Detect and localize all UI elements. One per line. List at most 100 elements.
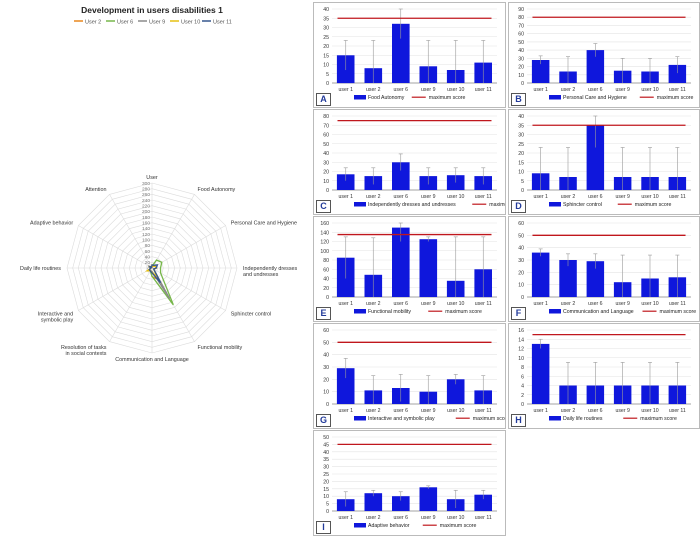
- radar-tick-label: 120: [142, 232, 150, 238]
- radar-legend-label: User 10: [181, 20, 200, 26]
- chart-panel-g: G 0 10 20 30 40 50 60 user 1 user 2 user 6 user 9 us…: [313, 323, 506, 429]
- panel-label-c: C: [316, 200, 331, 213]
- bar-x-tick-label: user 6: [588, 194, 603, 200]
- legend-swatch-bar: [354, 416, 366, 421]
- bar-y-tick-label: 60: [518, 32, 524, 38]
- bar-y-tick-label: 0: [521, 188, 524, 194]
- legend-swatch-bar: [549, 309, 561, 314]
- bar-x-tick-label: user 2: [366, 408, 381, 414]
- legend-label-max: maximum score: [473, 416, 505, 422]
- radar-category-label: Independently dresses and undresses: [243, 266, 298, 278]
- bar-chart-b: 0 10 20 30 40 50 60 70 80 90 user 1 user 2 user 6 use…: [518, 7, 693, 101]
- bar-y-tick-label: 10: [518, 283, 524, 289]
- bar-x-tick-label: user 11: [475, 194, 492, 200]
- bar-x-tick-label: user 9: [615, 301, 630, 307]
- bar-chart-c: 0 10 20 30 40 50 60 70 80 user 1 user 2 user 6 user …: [323, 114, 505, 208]
- bar-y-tick-label: 80: [518, 15, 524, 21]
- radar-spoke: [109, 194, 153, 269]
- legend-swatch-bar: [549, 95, 561, 100]
- bar-x-tick-label: user 1: [533, 301, 548, 307]
- bar-x-tick-label: user 9: [615, 408, 630, 414]
- bar-y-tick-label: 20: [323, 479, 329, 485]
- bar-y-tick-label: 40: [323, 151, 329, 157]
- bar-y-tick-label: 0: [326, 81, 329, 87]
- bar-x-tick-label: user 6: [394, 515, 409, 521]
- chart-panel-a: A 0 5 10 15 20 25 30 35 40 user 1 user 2 user 6 user …: [313, 2, 506, 108]
- bar-y-tick-label: 50: [323, 435, 329, 441]
- bar-y-tick-label: 45: [323, 442, 329, 448]
- bar-y-tick-label: 0: [326, 188, 329, 194]
- bar: [446, 379, 465, 404]
- bar: [586, 261, 605, 297]
- bar-y-tick-label: 10: [323, 179, 329, 185]
- bar-x-tick-label: user 6: [394, 194, 409, 200]
- chart-panel-c: C 0 10 20 30 40 50 60 70 80 user 1 user 2 user 6 user…: [313, 109, 506, 215]
- bar: [531, 343, 550, 404]
- bar-y-tick-label: 10: [518, 73, 524, 79]
- bar-chart-h: 0 2 4 6 8 10 12 14 16 user 1 user 2 user 6 user 9 use…: [518, 328, 691, 422]
- bar-y-tick-label: 10: [323, 63, 329, 69]
- bar: [474, 494, 492, 511]
- bar-x-tick-label: user 2: [366, 87, 381, 93]
- radar-tick-label: 60: [145, 249, 151, 255]
- legend-swatch-bar: [549, 202, 561, 207]
- bar: [392, 162, 410, 191]
- bar-y-tick-label: 10: [323, 494, 329, 500]
- legend-label-series: Interactive and symbolic play: [368, 416, 435, 422]
- bar-y-tick-label: 4: [521, 384, 524, 390]
- bar-chart-e: 0 20 40 60 80 100 120 140 160 user 1 user 2 user 6 u…: [320, 221, 497, 315]
- bar-x-tick-label: user 2: [561, 194, 576, 200]
- chart-panel-d: D 0 5 10 15 20 25 30 35 40 user 1 user 2 user 6 user …: [508, 109, 700, 215]
- legend-label-max: maximum score: [445, 309, 482, 315]
- bar-y-tick-label: 40: [323, 7, 329, 13]
- bar-x-tick-label: user 2: [561, 87, 576, 93]
- radar-series-line: [147, 264, 171, 300]
- bar-x-tick-label: user 6: [394, 301, 409, 307]
- bar-y-tick-label: 20: [323, 170, 329, 176]
- radar-chart: Development in users disabilities 1 User …: [20, 5, 298, 363]
- legend-label-series: Personal Care and Hygiene: [563, 95, 627, 101]
- bar-y-tick-label: 10: [323, 390, 329, 396]
- bar-y-tick-label: 8: [521, 365, 524, 371]
- radar-tick-label: 240: [142, 198, 150, 204]
- bar-x-tick-label: user 10: [447, 515, 464, 521]
- panel-label-e: E: [316, 307, 331, 320]
- legend-swatch-bar: [354, 95, 366, 100]
- bar-y-tick-label: 10: [518, 356, 524, 362]
- bar: [336, 174, 355, 190]
- radar-tick-label: 20: [145, 260, 151, 266]
- bar-y-tick-label: 140: [320, 230, 329, 236]
- bar-x-tick-label: user 1: [339, 194, 354, 200]
- bar-y-tick-label: 80: [323, 114, 329, 120]
- bar-x-tick-label: user 11: [669, 408, 686, 414]
- radar-legend-label: User 2: [85, 20, 101, 26]
- bar-x-tick-label: user 6: [588, 87, 603, 93]
- bar-x-tick-label: user 9: [421, 408, 436, 414]
- radar-category-label: Sphincter control: [231, 312, 271, 318]
- bar-y-tick-label: 0: [326, 509, 329, 515]
- bar-y-tick-label: 10: [518, 170, 524, 176]
- legend-label-series: Functional mobility: [368, 309, 411, 315]
- bar-chart-a: 0 5 10 15 20 25 30 35 40 user 1 user 2 user 6 user 9…: [323, 7, 497, 101]
- bar: [392, 496, 410, 511]
- bar-x-tick-label: user 10: [641, 87, 658, 93]
- radar-category-label: Functional mobility: [198, 345, 243, 351]
- bar-y-tick-label: 50: [518, 233, 524, 239]
- radar-category-label: Communication and Language: [115, 357, 188, 363]
- bar-x-tick-label: user 11: [475, 515, 492, 521]
- bar-y-tick-label: 50: [323, 142, 329, 148]
- panel-label-h: H: [511, 414, 526, 427]
- bar-y-tick-label: 50: [518, 40, 524, 46]
- radar-legend-label: User 6: [117, 20, 133, 26]
- radar-spoke: [151, 225, 226, 269]
- bar-y-tick-label: 35: [518, 123, 524, 129]
- radar-tick-label: 80: [145, 243, 151, 249]
- bar-y-tick-label: 40: [323, 353, 329, 359]
- bar-x-tick-label: user 2: [561, 408, 576, 414]
- legend-label-max: maximum score: [640, 416, 677, 422]
- bar-y-tick-label: 60: [323, 328, 329, 334]
- bar-x-tick-label: user 10: [641, 408, 658, 414]
- chart-panel-b: B 0 10 20 30 40 50 60 70 80 90 user 1 user 2 user 6 us…: [508, 2, 700, 108]
- bar-x-tick-label: user 9: [421, 194, 436, 200]
- bar-y-tick-label: 2: [521, 393, 524, 399]
